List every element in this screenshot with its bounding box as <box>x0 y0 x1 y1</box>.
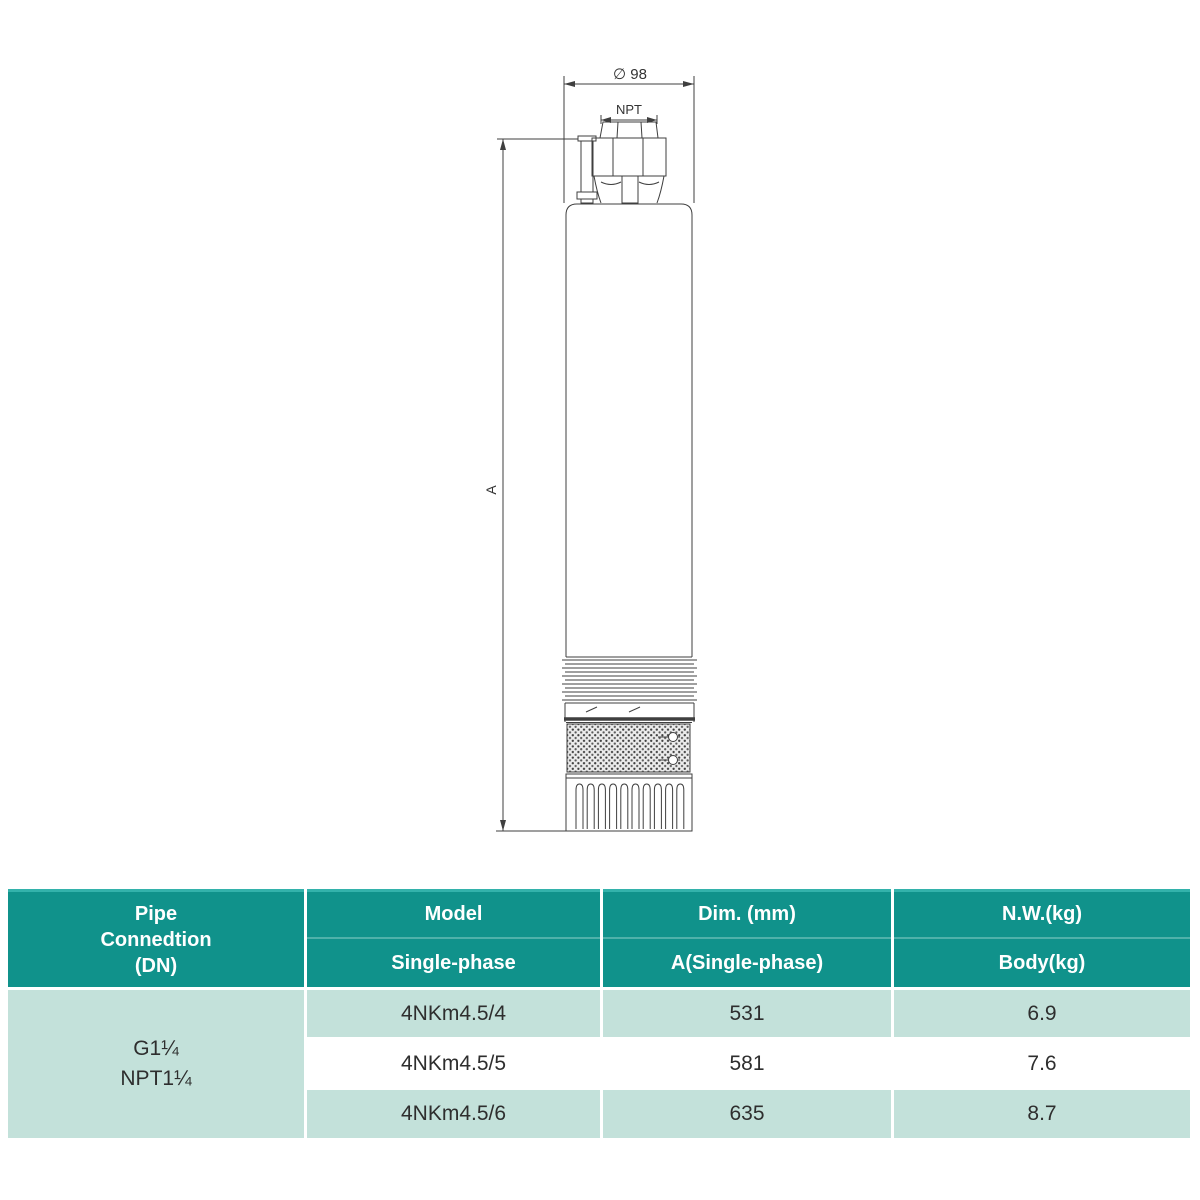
npt-dimension-label: NPT <box>616 102 642 117</box>
suction-strainer <box>566 723 691 773</box>
header-dim: Dim. (mm) <box>603 889 891 939</box>
header-pipe-connection: Pipe Connedtion (DN) <box>8 889 304 987</box>
header-net-weight: N.W.(kg) <box>894 889 1190 939</box>
cell-dim-row1: 531 <box>603 990 891 1037</box>
diameter-dimension-label: ∅ 98 <box>613 66 647 83</box>
header-model-subtitle: Single-phase <box>307 939 600 987</box>
cable-gland <box>576 135 598 204</box>
cell-weight-row3: 8.7 <box>894 1090 1190 1138</box>
pump-technical-drawing: ∅ 98 NPT A <box>483 66 697 832</box>
cell-weight-row2: 7.6 <box>894 1040 1190 1087</box>
bottom-cap <box>565 773 693 832</box>
diameter-dimension <box>563 76 695 203</box>
height-dimension-label: A <box>483 485 499 495</box>
cell-model-row1: 4NKm4.5/4 <box>307 990 600 1037</box>
pump-head <box>591 121 667 204</box>
spec-table-body: 4NKm4.5/4 G1¼ NPT1¼ 531 6.9 4NKm4.5/5 58… <box>8 990 1190 1138</box>
spec-table-header: Model Pipe Connedtion (DN) Dim. (mm) N.W… <box>8 889 1190 987</box>
cell-dim-row3: 635 <box>603 1090 891 1138</box>
cell-model-row2: 4NKm4.5/5 <box>307 1040 600 1087</box>
pump-body <box>565 203 693 658</box>
header-dim-subtitle: A(Single-phase) <box>603 939 891 987</box>
cell-weight-row1: 6.9 <box>894 990 1190 1037</box>
cell-dim-row2: 581 <box>603 1040 891 1087</box>
threaded-section <box>562 659 697 723</box>
spec-table: Model Pipe Connedtion (DN) Dim. (mm) N.W… <box>8 889 1190 1138</box>
header-weight-subtitle: Body(kg) <box>894 939 1190 987</box>
cell-pipe-connection: G1¼ NPT1¼ <box>8 990 304 1138</box>
height-dimension <box>496 138 578 832</box>
cell-model-row3: 4NKm4.5/6 <box>307 1090 600 1138</box>
header-model: Model <box>307 889 600 939</box>
